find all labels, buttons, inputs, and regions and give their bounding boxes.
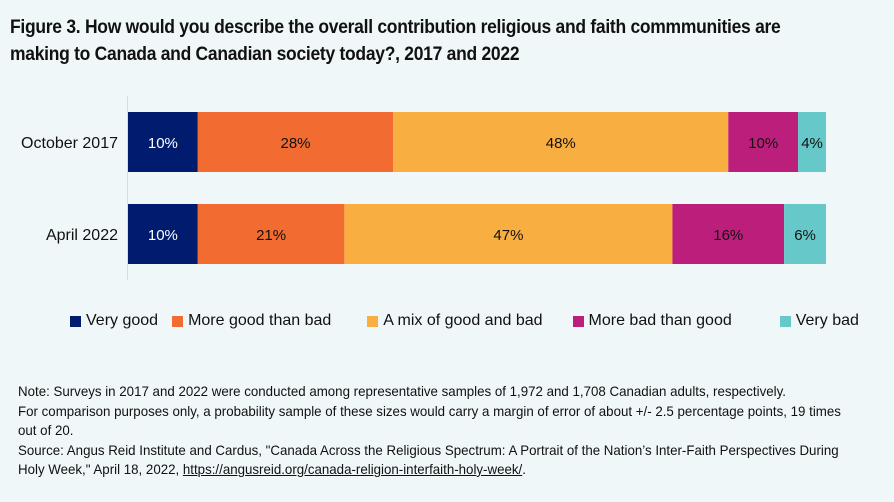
data-label: 6% (794, 227, 816, 244)
legend-label: More good than bad (188, 312, 332, 329)
legend-item: More good than bad (172, 312, 331, 330)
legend-label: Very bad (795, 312, 859, 329)
data-label: 48% (546, 135, 576, 152)
legend-swatch (70, 315, 81, 327)
data-label: 21% (256, 227, 286, 244)
data-label: 10% (748, 135, 778, 152)
bar-segment (798, 112, 826, 172)
data-label: 4% (801, 135, 823, 152)
bar-segment (197, 112, 394, 172)
data-label: 16% (713, 227, 743, 244)
data-label: 10% (148, 135, 178, 152)
legend-swatch (779, 315, 791, 327)
bar-segment (393, 112, 729, 172)
legend-item: Very bad (779, 312, 859, 330)
legend-item: A mix of good and bad (367, 312, 543, 330)
note-line-2: For comparison purposes only, a probabil… (18, 402, 841, 439)
source-citation: Source: Angus Reid Institute and Cardus,… (18, 441, 839, 478)
data-label: 10% (148, 227, 178, 244)
legend-swatch (367, 315, 379, 327)
note-line-1: Note: Surveys in 2017 and 2022 were cond… (18, 383, 786, 399)
legend-swatch (172, 315, 184, 327)
stacked-bar-chart: October 2017 10% 28% 48% 10% 4% April 2022 10% 2… (21, 96, 826, 280)
chart-note: Note: Surveys in 2017 and 2022 were cond… (18, 382, 845, 480)
legend-swatch (572, 315, 584, 327)
category-label: April 2022 (46, 227, 118, 244)
bar-segment (197, 204, 345, 264)
bar-segment (784, 204, 826, 264)
data-label: 47% (493, 227, 523, 244)
source-end: . (522, 461, 526, 477)
legend-label: More bad than good (588, 312, 732, 329)
legend-label: Very good (86, 312, 159, 329)
bar-segment (344, 204, 673, 264)
legend: Very good More good than bad A mix of good… (70, 312, 859, 330)
bar-segment (128, 204, 198, 264)
bar-segment (728, 112, 799, 172)
chart-title: Figure 3. How would you describe the ove… (10, 17, 781, 65)
legend-label: A mix of good and bad (383, 312, 543, 329)
data-label: 28% (281, 135, 311, 152)
bar-segment (128, 112, 198, 172)
bar-segment (672, 204, 785, 264)
legend-item: Very good (70, 312, 158, 330)
legend-item: More bad than good (572, 312, 732, 330)
source-link[interactable]: https://angusreid.org/canada-religion-in… (182, 461, 523, 477)
source-text: Source: Angus Reid Institute and Cardus,… (18, 441, 845, 480)
category-label: October 2017 (21, 135, 118, 152)
